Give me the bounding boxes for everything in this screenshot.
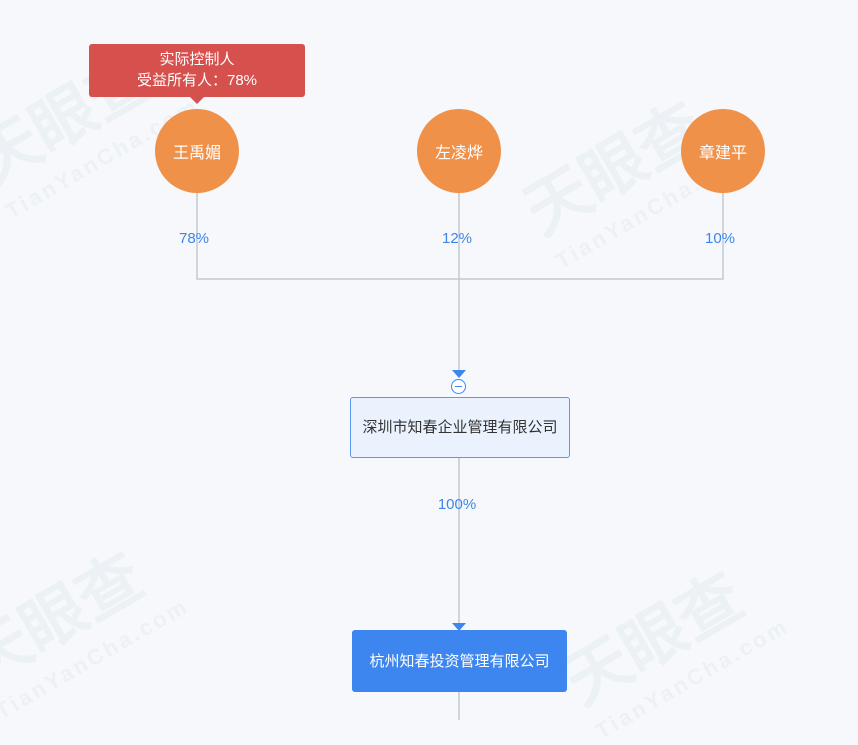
tooltip-title: 实际控制人 xyxy=(159,51,235,68)
share-percent: 78% xyxy=(178,230,210,247)
shareholder-name: 王禹媚 xyxy=(172,145,221,162)
shareholder-node[interactable]: 王禹媚 xyxy=(155,109,239,193)
tooltip-beneficiary: 受益所有人：78% xyxy=(136,72,258,89)
shareholder-node[interactable]: 左凌烨 xyxy=(417,109,501,193)
collapse-toggle-icon[interactable] xyxy=(451,379,466,394)
share-percent: 100% xyxy=(437,496,477,513)
shareholder-node[interactable]: 章建平 xyxy=(681,109,765,193)
parent-company-node[interactable]: 深圳市知春企业管理有限公司 xyxy=(350,397,570,458)
connector-lines xyxy=(196,193,724,720)
actual-controller-tooltip: 实际控制人 受益所有人：78% xyxy=(89,44,305,104)
company-name: 杭州知春投资管理有限公司 xyxy=(369,652,550,670)
shareholder-name: 章建平 xyxy=(698,145,747,162)
target-company-node[interactable]: 杭州知春投资管理有限公司 xyxy=(352,630,567,692)
company-name: 深圳市知春企业管理有限公司 xyxy=(362,419,558,436)
share-percent: 12% xyxy=(441,230,473,247)
shareholder-name: 左凌烨 xyxy=(434,145,483,162)
share-percent: 10% xyxy=(704,230,736,247)
